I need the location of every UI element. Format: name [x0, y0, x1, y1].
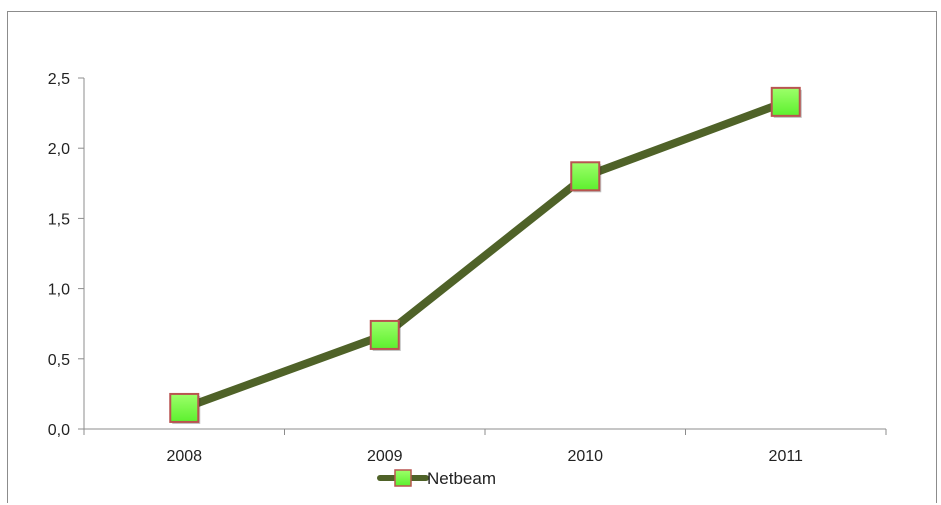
y-tick-label: 0,0 — [48, 422, 70, 439]
data-point — [570, 161, 601, 192]
x-tick-label: 2008 — [166, 448, 202, 465]
y-tick-label: 2,5 — [48, 71, 70, 88]
y-tick-label: 0,5 — [48, 352, 70, 369]
legend: Netbeam — [377, 469, 496, 488]
y-tick-label: 2,0 — [48, 141, 70, 158]
data-point — [770, 86, 801, 117]
x-tick-labels: 2008 2009 2010 2011 — [166, 448, 803, 465]
axes — [78, 77, 887, 435]
x-tick-label: 2011 — [769, 448, 804, 465]
data-point — [169, 392, 200, 423]
y-tick-label: 1,0 — [48, 282, 70, 299]
data-point — [369, 319, 400, 350]
legend-label: Netbeam — [427, 469, 496, 488]
series-layer — [169, 86, 802, 424]
legend-marker-swatch — [394, 469, 412, 487]
series-line — [180, 97, 790, 412]
x-tick-label: 2009 — [367, 448, 403, 465]
chart-frame — [7, 11, 937, 503]
x-tick-label: 2010 — [567, 448, 603, 465]
y-tick-label: 1,5 — [48, 211, 70, 228]
y-tick-labels: 0,0 0,5 1,0 1,5 2,0 2,5 — [48, 71, 70, 439]
